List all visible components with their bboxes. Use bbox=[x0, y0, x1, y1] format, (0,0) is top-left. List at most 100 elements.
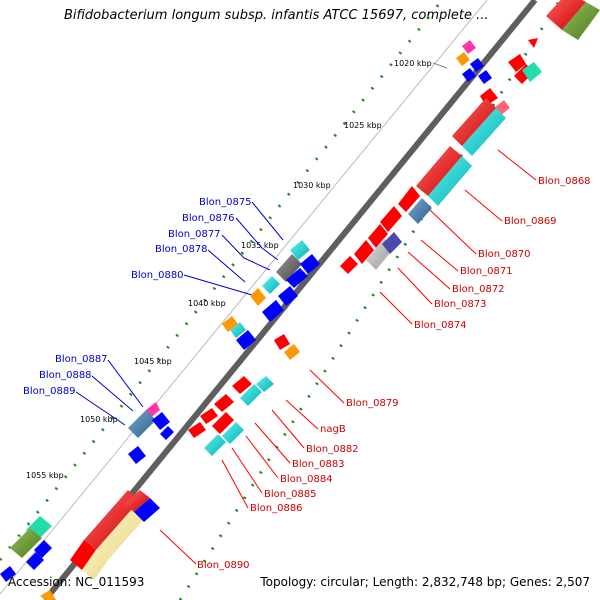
callout-line bbox=[221, 234, 271, 271]
gene-label[interactable]: Blon_0883 bbox=[292, 459, 345, 470]
cds-feature bbox=[276, 254, 302, 282]
cds-feature bbox=[250, 288, 266, 306]
cds-feature bbox=[236, 330, 256, 350]
cds-feature bbox=[274, 334, 290, 350]
cds-feature bbox=[214, 394, 234, 412]
gene-label[interactable]: Blon_0872 bbox=[452, 284, 505, 295]
cds-feature bbox=[262, 276, 280, 294]
cds-feature bbox=[382, 232, 402, 254]
callout-line bbox=[309, 369, 345, 404]
callouts-left bbox=[75, 201, 284, 426]
callout-line bbox=[271, 409, 305, 449]
cds-feature bbox=[522, 62, 542, 82]
cds-feature bbox=[70, 540, 96, 570]
callout-line bbox=[207, 249, 246, 283]
cds-feature bbox=[204, 434, 226, 456]
gene-label[interactable]: nagB bbox=[320, 424, 346, 435]
cds-feature bbox=[232, 376, 252, 394]
gene-label[interactable]: Blon_0875 bbox=[199, 197, 252, 208]
gene-label[interactable]: Blon_0869 bbox=[504, 216, 557, 227]
reverse-strand-features bbox=[0, 40, 492, 582]
gene-label[interactable]: Blon_0877 bbox=[168, 229, 221, 240]
cds-feature bbox=[462, 68, 476, 82]
callout-line bbox=[285, 399, 319, 430]
tick-label: 1045 kbp bbox=[134, 357, 172, 366]
callout-line bbox=[254, 422, 291, 464]
gene-label[interactable]: Blon_0888 bbox=[39, 370, 92, 381]
cds-feature bbox=[284, 344, 300, 360]
cds-feature bbox=[286, 268, 308, 288]
callout-line bbox=[91, 375, 134, 412]
gene-label[interactable]: Blon_0880 bbox=[131, 270, 184, 281]
gene-label[interactable]: Blon_0886 bbox=[250, 503, 303, 514]
gene-label[interactable]: Blon_0887 bbox=[55, 354, 108, 365]
cds-feature bbox=[416, 146, 462, 196]
cds-feature bbox=[528, 38, 538, 48]
tick-label: 1020 kbp bbox=[394, 59, 432, 68]
callout-line bbox=[235, 217, 279, 261]
cds-feature bbox=[222, 316, 238, 332]
cds-feature bbox=[256, 376, 274, 392]
callout-line bbox=[159, 529, 197, 565]
callout-line bbox=[464, 189, 503, 222]
gene-label[interactable]: Blon_0885 bbox=[264, 489, 317, 500]
cds-feature bbox=[408, 198, 432, 224]
gene-label[interactable]: Blon_0890 bbox=[197, 560, 250, 571]
callout-line bbox=[107, 359, 144, 408]
genome-summary: Topology: circular; Length: 2,832,748 bp… bbox=[260, 575, 590, 589]
forward-strand-features bbox=[40, 0, 600, 600]
cds-feature bbox=[152, 412, 170, 430]
cds-feature bbox=[508, 54, 526, 72]
gene-labels-left: Blon_0875 Blon_0876 Blon_0877 Blon_0878 … bbox=[23, 197, 252, 397]
cds-feature bbox=[340, 256, 358, 274]
cds-feature bbox=[124, 490, 150, 512]
gene-label[interactable]: Blon_0876 bbox=[182, 213, 235, 224]
cds-feature bbox=[34, 540, 52, 558]
callout-line bbox=[75, 391, 126, 426]
genome-backbone-edge bbox=[0, 0, 488, 595]
cds-feature bbox=[262, 300, 284, 322]
tick-label: 1025 kbp bbox=[344, 121, 382, 130]
cds-feature bbox=[134, 498, 160, 522]
cds-feature bbox=[278, 286, 298, 306]
gene-label[interactable]: Blon_0882 bbox=[306, 444, 359, 455]
cds-feature bbox=[546, 0, 586, 30]
cds-feature bbox=[40, 590, 56, 600]
tick-label: 1050 kbp bbox=[80, 415, 118, 424]
gene-label[interactable]: Blon_0873 bbox=[434, 299, 487, 310]
gene-label[interactable]: Blon_0874 bbox=[414, 320, 467, 331]
gene-label[interactable]: Blon_0871 bbox=[460, 266, 513, 277]
callout-line bbox=[407, 251, 451, 290]
tick-label: 1040 kbp bbox=[188, 299, 226, 308]
cds-feature bbox=[456, 52, 470, 66]
gene-label[interactable]: Blon_0884 bbox=[280, 474, 333, 485]
accession-label: Accession: NC_011593 bbox=[8, 575, 145, 589]
gene-label[interactable]: Blon_0878 bbox=[155, 244, 208, 255]
cds-feature bbox=[230, 322, 246, 338]
gene-label[interactable]: Blon_0879 bbox=[346, 398, 399, 409]
cds-feature bbox=[240, 384, 262, 406]
cds-feature bbox=[0, 566, 16, 582]
cds-feature bbox=[200, 408, 218, 424]
cds-feature bbox=[26, 552, 44, 570]
tick-mark bbox=[432, 62, 448, 69]
cds-feature bbox=[428, 156, 472, 206]
callout-line bbox=[420, 239, 459, 272]
gene-label[interactable]: Blon_0868 bbox=[538, 176, 591, 187]
cds-feature bbox=[188, 422, 206, 438]
callout-line bbox=[429, 209, 477, 255]
callout-line bbox=[251, 201, 284, 241]
cds-feature bbox=[380, 206, 402, 232]
cds-feature bbox=[478, 70, 492, 84]
gene-labels-right: Blon_0868 Blon_0869 Blon_0870 Blon_0871 … bbox=[197, 176, 591, 571]
cds-feature bbox=[562, 2, 600, 40]
gene-label[interactable]: Blon_0870 bbox=[478, 249, 531, 260]
callout-line bbox=[497, 149, 537, 181]
callout-line bbox=[231, 447, 263, 494]
cds-feature bbox=[222, 422, 244, 444]
genome-title: Bifidobacterium longum subsp. infantis A… bbox=[64, 8, 489, 23]
gene-label[interactable]: Blon_0889 bbox=[23, 386, 76, 397]
tick-label: 1055 kbp bbox=[26, 471, 64, 480]
